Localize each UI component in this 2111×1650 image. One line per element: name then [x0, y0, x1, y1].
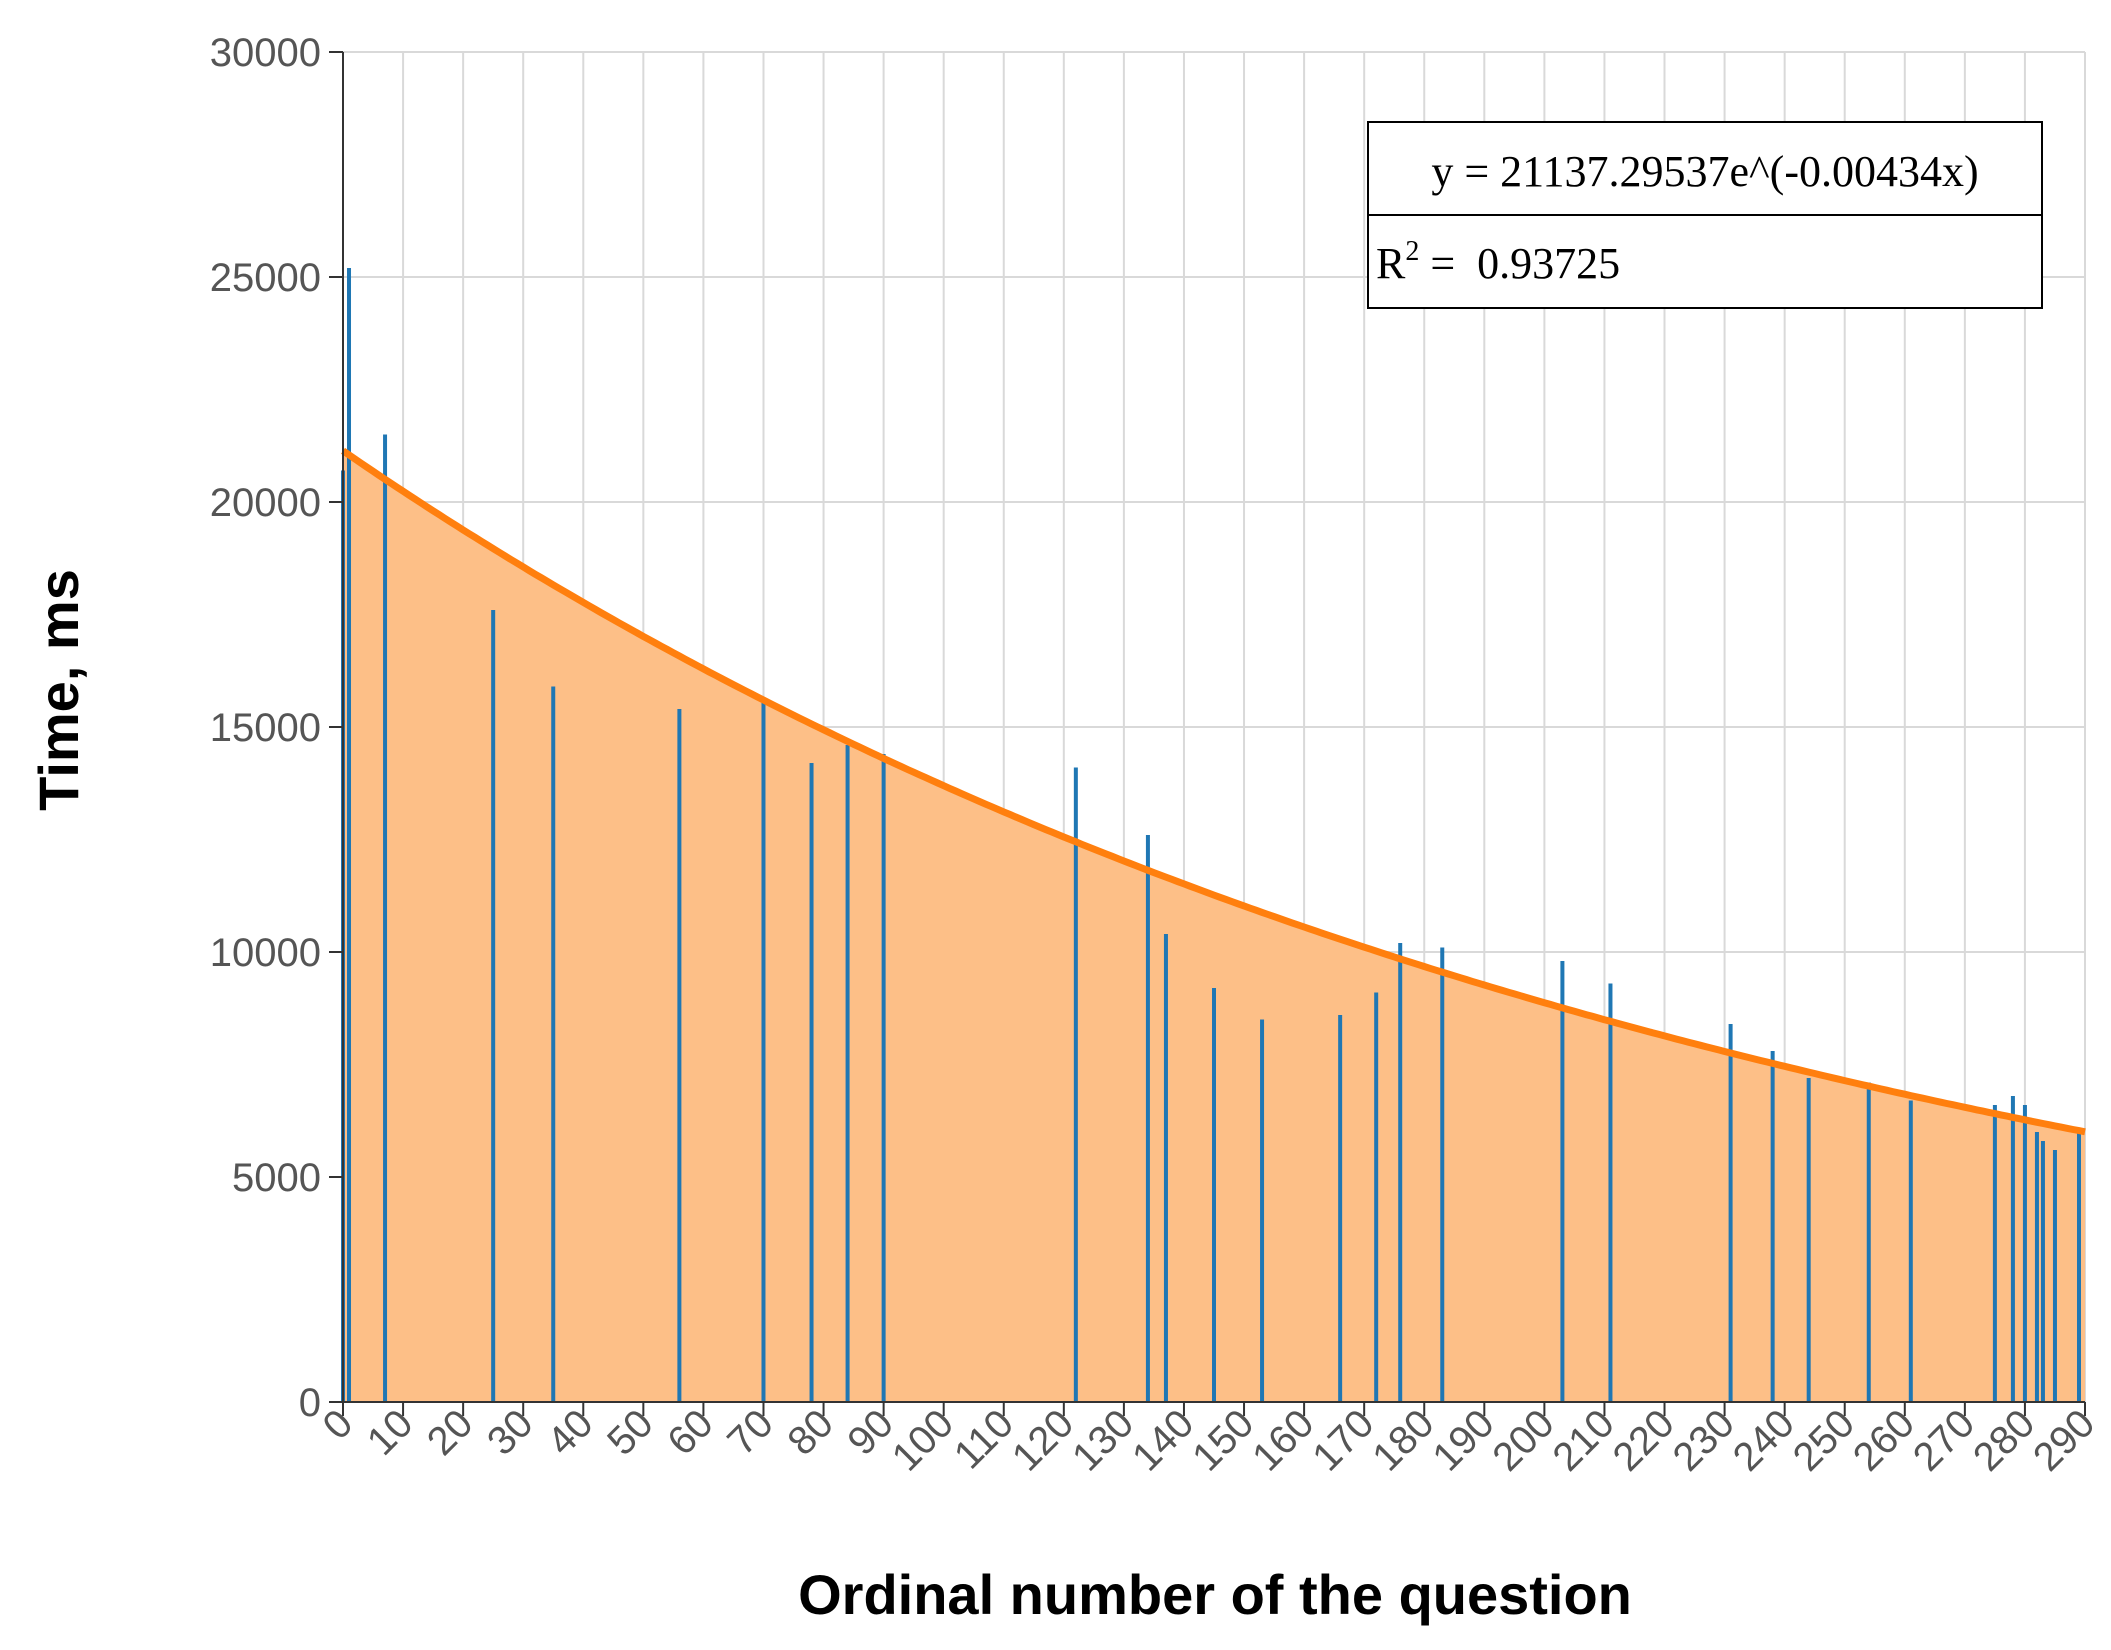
x-tick-labels: 0102030405060708090100110120130140150160… — [315, 1401, 2104, 1479]
bar — [551, 686, 556, 1402]
trend-area-fill — [343, 450, 2085, 1402]
bar — [845, 745, 850, 1402]
bar — [1608, 983, 1613, 1402]
x-tick-label: 160 — [1244, 1401, 1322, 1479]
bar — [1260, 1019, 1265, 1402]
x-tick-label: 150 — [1184, 1401, 1262, 1479]
x-tick-label: 0 — [315, 1401, 362, 1448]
y-tick-label: 0 — [299, 1381, 321, 1425]
x-tick-label: 260 — [1845, 1401, 1923, 1479]
bar — [1908, 1100, 1913, 1402]
bar — [1728, 1024, 1733, 1402]
bar — [2040, 1141, 2045, 1402]
x-tick-label: 80 — [779, 1401, 842, 1464]
bar — [677, 709, 682, 1402]
bar — [1374, 992, 1379, 1402]
x-tick-label: 120 — [1004, 1401, 1082, 1479]
bar — [761, 700, 766, 1402]
bar — [1866, 1082, 1871, 1402]
bar — [881, 754, 886, 1402]
bar — [1145, 835, 1150, 1402]
bar — [347, 268, 352, 1402]
bar — [2052, 1150, 2057, 1402]
bar — [809, 763, 814, 1402]
x-tick-label: 230 — [1665, 1401, 1743, 1479]
x-tick-label: 70 — [719, 1401, 782, 1464]
x-tick-label: 10 — [359, 1401, 422, 1464]
x-tick-label: 250 — [1785, 1401, 1863, 1479]
bar-series — [341, 268, 2081, 1402]
bar — [1398, 943, 1403, 1402]
y-tick-label: 25000 — [210, 256, 321, 300]
bar — [1992, 1105, 1997, 1402]
bar — [1073, 767, 1078, 1402]
bar — [2010, 1096, 2015, 1402]
x-axis-title: Ordinal number of the question — [798, 1563, 1632, 1626]
x-tick-label: 240 — [1725, 1401, 1803, 1479]
x-tick-label: 50 — [599, 1401, 662, 1464]
x-tick-label: 110 — [946, 1401, 1022, 1477]
bar — [1560, 961, 1565, 1402]
trend-curve — [341, 447, 2086, 1136]
bar — [1770, 1051, 1775, 1402]
trend-area — [343, 450, 2085, 1402]
x-tick-label: 130 — [1064, 1401, 1142, 1479]
x-tick-label: 100 — [884, 1401, 962, 1479]
x-tick-label: 210 — [1545, 1401, 1623, 1479]
bar — [2022, 1105, 2027, 1402]
bar — [1163, 934, 1168, 1402]
x-tick-label: 280 — [1965, 1401, 2043, 1479]
bar — [1338, 1015, 1343, 1402]
y-tick-label: 30000 — [210, 31, 321, 75]
x-tick-label: 140 — [1124, 1401, 1202, 1479]
y-tick-label: 20000 — [210, 481, 321, 525]
bar — [1806, 1078, 1811, 1402]
bar — [2076, 1132, 2081, 1402]
x-tick-label: 290 — [2025, 1401, 2103, 1479]
bar — [1440, 947, 1445, 1402]
y-tick-labels: 0 5000 10000 15000 20000 25000 30000 — [210, 31, 343, 1425]
x-tick-label: 180 — [1364, 1401, 1442, 1479]
trend-line — [341, 447, 2086, 1136]
y-tick-label: 10000 — [210, 931, 321, 975]
x-tick-label: 220 — [1605, 1401, 1683, 1479]
formula-box: y = 21137.29537e^(-0.00434x) R2 = 0.9372… — [1367, 121, 2043, 309]
r-squared: R2 = 0.93725 — [1376, 236, 1620, 288]
axes — [329, 52, 2085, 1416]
x-tick-label: 60 — [659, 1401, 722, 1464]
y-tick-label: 5000 — [232, 1156, 321, 1200]
x-tick-label: 190 — [1424, 1401, 1502, 1479]
x-tick-label: 270 — [1905, 1401, 1983, 1479]
y-axis-title: Time, ms — [27, 569, 90, 811]
x-tick-label: 40 — [539, 1401, 602, 1464]
bar — [2034, 1132, 2039, 1402]
bar — [491, 610, 496, 1402]
x-tick-label: 170 — [1304, 1401, 1382, 1479]
x-tick-label: 200 — [1484, 1401, 1562, 1479]
fit-equation: y = 21137.29537e^(-0.00434x) — [1431, 147, 1978, 196]
x-tick-label: 20 — [419, 1401, 482, 1464]
bar — [1212, 988, 1216, 1402]
x-tick-label: 30 — [479, 1401, 542, 1464]
y-tick-label: 15000 — [210, 706, 321, 750]
bar — [383, 434, 388, 1402]
